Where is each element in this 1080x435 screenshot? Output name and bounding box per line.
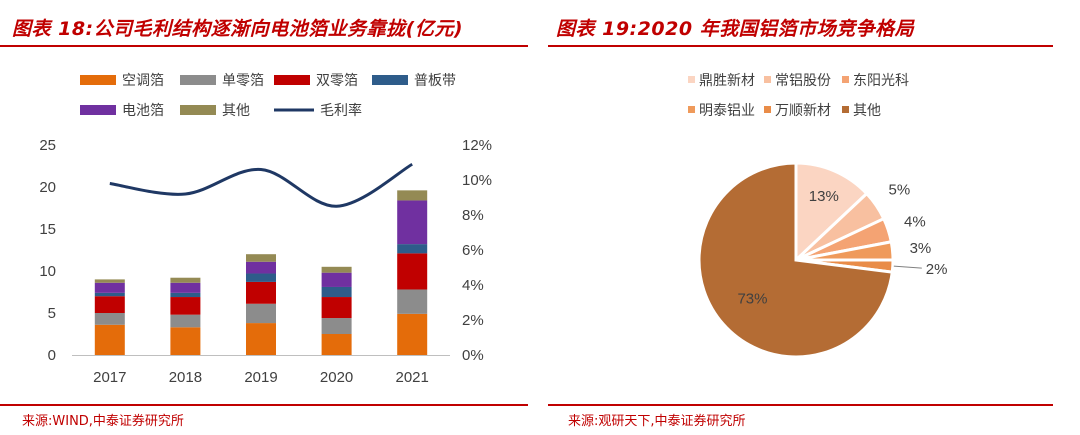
y2-tick-label: 10% bbox=[462, 172, 492, 189]
legend-swatch bbox=[688, 76, 695, 83]
legend-label: 鼎胜新材 bbox=[699, 73, 755, 89]
right-chart-title: 图表 19:2020 年我国铝箔市场竞争格局 bbox=[556, 18, 915, 40]
top-rule bbox=[0, 45, 528, 47]
bar-segment bbox=[397, 313, 428, 355]
legend-swatch bbox=[688, 106, 695, 113]
legend-swatch bbox=[180, 105, 216, 115]
legend-label: 普板带 bbox=[414, 73, 456, 89]
legend-swatch bbox=[842, 106, 849, 113]
y2-tick-label: 2% bbox=[462, 312, 484, 329]
y-tick-label: 0 bbox=[48, 347, 56, 364]
bar-segment bbox=[246, 261, 276, 274]
y-tick-label: 10 bbox=[39, 263, 56, 280]
pie-value-label: 73% bbox=[737, 290, 767, 307]
bar-segment bbox=[321, 297, 352, 319]
y2-tick-label: 6% bbox=[462, 242, 484, 259]
bar-segment bbox=[94, 282, 125, 293]
bar-segment bbox=[170, 277, 201, 283]
bar-segment bbox=[170, 282, 201, 293]
bar-segment bbox=[397, 244, 428, 254]
legend-label: 明泰铝业 bbox=[699, 103, 755, 119]
bottom-rule bbox=[548, 404, 1053, 406]
y-tick-label: 15 bbox=[39, 221, 56, 238]
bottom-rule bbox=[0, 404, 528, 406]
x-tick-label: 2020 bbox=[320, 369, 353, 386]
bar-segment bbox=[397, 190, 428, 201]
leader-line bbox=[893, 265, 922, 269]
bar-segment bbox=[94, 292, 125, 297]
x-tick-label: 2019 bbox=[244, 369, 277, 386]
pie-slice bbox=[794, 161, 869, 264]
legend-label: 东阳光科 bbox=[853, 73, 909, 89]
y2-tick-label: 12% bbox=[462, 137, 492, 154]
legend-swatch bbox=[764, 76, 771, 83]
pie-value-label: 4% bbox=[904, 213, 926, 230]
legend-swatch bbox=[842, 76, 849, 83]
bar-segment bbox=[321, 266, 352, 273]
bar-segment bbox=[246, 273, 276, 282]
legend-label: 其他 bbox=[853, 103, 881, 119]
pie-value-label: 3% bbox=[910, 240, 932, 257]
gross-margin-line bbox=[109, 162, 413, 208]
legend-label: 万顺新材 bbox=[775, 103, 831, 119]
legend-swatch bbox=[180, 75, 216, 85]
bar-segment bbox=[397, 200, 428, 245]
pie-slice bbox=[697, 161, 894, 359]
bar-segment bbox=[321, 334, 352, 355]
bar-segment bbox=[170, 297, 201, 315]
legend-label: 常铝股份 bbox=[775, 73, 831, 89]
pie-value-label: 5% bbox=[889, 182, 911, 199]
left-source: 来源:WIND,中泰证券研究所 bbox=[22, 414, 184, 429]
bar-segment bbox=[397, 253, 428, 290]
pie-value-label: 13% bbox=[809, 188, 839, 205]
bar-segment bbox=[246, 303, 276, 324]
legend-label: 单零箔 bbox=[222, 73, 264, 89]
bar-segment bbox=[94, 279, 125, 283]
y2-tick-label: 0% bbox=[462, 347, 484, 364]
pie-value-label: 2% bbox=[926, 261, 948, 278]
bar-segment bbox=[246, 254, 276, 262]
bar-segment bbox=[94, 313, 125, 325]
legend-swatch bbox=[80, 105, 116, 115]
bar-segment bbox=[170, 292, 201, 298]
legend-swatch bbox=[372, 75, 408, 85]
x-tick-label: 2017 bbox=[93, 369, 126, 386]
bar-segment bbox=[170, 327, 201, 355]
bar-segment bbox=[246, 323, 276, 355]
bar-segment bbox=[170, 314, 201, 328]
legend-label: 电池箔 bbox=[122, 103, 164, 119]
y2-tick-label: 4% bbox=[462, 277, 484, 294]
y2-tick-label: 8% bbox=[462, 207, 484, 224]
left-panel: 图表 18:公司毛利结构逐渐向电池箔业务靠拢(亿元) 空调箔 单零箔 双零箔 普板带电… bbox=[0, 0, 530, 435]
bar-segment bbox=[321, 318, 352, 334]
legend-label: 毛利率 bbox=[320, 102, 362, 119]
x-tick-label: 2018 bbox=[169, 369, 202, 386]
bar-segment bbox=[246, 281, 276, 304]
x-tick-label: 2021 bbox=[396, 369, 429, 386]
top-rule bbox=[548, 45, 1053, 47]
bar-segment bbox=[321, 272, 352, 287]
bar-segment bbox=[94, 296, 125, 313]
left-chart-title: 图表 18:公司毛利结构逐渐向电池箔业务靠拢(亿元) bbox=[12, 18, 464, 40]
y-tick-label: 5 bbox=[48, 305, 56, 322]
legend-label: 其他 bbox=[222, 103, 250, 119]
legend-swatch bbox=[764, 106, 771, 113]
y-tick-label: 20 bbox=[39, 179, 56, 196]
bar-segment bbox=[397, 289, 428, 314]
right-panel: 图表 19:2020 年我国铝箔市场竞争格局 鼎胜新材 常铝股份 东阳光科明泰铝业 万… bbox=[548, 0, 1080, 435]
bar-segment bbox=[94, 324, 125, 355]
right-source: 来源:观研天下,中泰证券研究所 bbox=[568, 414, 746, 429]
bar-segment bbox=[321, 286, 352, 298]
legend-label: 空调箔 bbox=[122, 73, 164, 89]
y-tick-label: 25 bbox=[39, 137, 56, 154]
legend-swatch bbox=[274, 75, 310, 85]
legend-swatch bbox=[80, 75, 116, 85]
legend-label: 双零箔 bbox=[316, 73, 358, 89]
